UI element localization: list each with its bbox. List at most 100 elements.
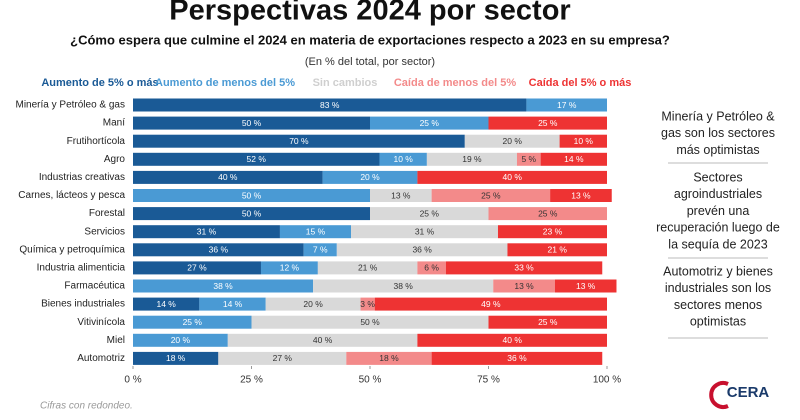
bar-segment [322,170,418,184]
value-label: 27 % [187,263,207,273]
x-tick-label: 0 % [124,375,141,386]
y-tick-label: Industrias creativas [39,172,125,183]
value-label: 50 % [242,208,262,218]
value-label: 25 % [420,118,440,128]
value-label: 20 % [360,172,380,182]
y-tick-label: Vitivinícola [77,317,125,328]
bar-segment [426,152,517,166]
bar-segment [279,225,352,239]
bar-segment [313,279,494,293]
value-label: 50 % [242,190,262,200]
legend-label: Aumento de 5% o más [41,77,158,89]
bar-segment [464,134,560,148]
value-label: 38 % [393,281,413,291]
x-tick-label: 75 % [477,375,500,386]
bar-segment [133,134,465,148]
bar-segment [133,297,200,311]
value-label: 3 % [360,299,375,309]
value-label: 10 % [574,136,594,146]
value-label: 40 % [503,172,523,182]
y-tick-label: Automotriz [77,353,125,364]
x-tick-label: 25 % [240,375,263,386]
x-tick-label: 100 % [593,375,621,386]
value-label: 21 % [358,263,378,273]
annotation: Automotriz y bienes [663,264,773,278]
bar-segment [493,279,555,293]
value-label: 18 % [166,353,186,363]
bar-segment [133,116,370,130]
y-tick-label: Minería y Petróleo & gas [16,100,126,111]
bar-segment [251,315,489,329]
bar-segment [133,243,304,257]
value-label: 12 % [280,263,300,273]
bar-segment [370,189,432,202]
bar-segment [540,152,607,166]
bar-segment [559,134,607,148]
legend-label: Caída del 5% o más [529,77,632,89]
value-label: 10 % [393,154,413,164]
bar-segment [133,261,261,275]
chart-subtitle: ¿Cómo espera que culmine el 2024 en mate… [70,32,670,47]
bar-segment [317,261,418,275]
bar-segment [417,333,607,347]
bar-segment [133,351,219,365]
value-label: 38 % [213,281,233,291]
y-tick-label: Carnes, lácteos y pesca [18,190,125,201]
y-tick-label: Agro [104,154,126,165]
x-tick-label: 50 % [359,375,382,386]
value-label: 19 % [462,154,482,164]
bar-segment [488,207,607,221]
value-label: 25 % [481,190,501,200]
annotation: optimistas [690,315,746,329]
bar-segment [133,225,280,239]
value-label: 25 % [538,118,558,128]
bar-segment [351,225,498,239]
value-label: 52 % [247,154,267,164]
bar-segment [417,261,446,275]
bar-segment [488,116,607,130]
value-label: 31 % [197,226,217,236]
annotation: recuperación luego de [656,221,780,235]
annotation: gas son los sectores [661,126,775,140]
value-label: 25 % [183,317,203,327]
bar-segment [260,261,318,275]
value-label: 40 % [503,335,523,345]
bar-segment [554,279,617,293]
bar-segment [133,333,228,347]
legend-label: Caída de menos del 5% [394,77,516,89]
y-tick-label: Servicios [84,226,125,237]
value-label: 36 % [412,245,432,255]
value-label: 14 % [156,299,176,309]
value-label: 15 % [306,226,326,236]
bar-segment [133,170,323,184]
bar-segment [550,189,612,202]
annotation: la sequía de 2023 [668,237,767,251]
chart-title: Perspectivas 2024 por sector [169,0,570,27]
bar-segment [507,243,607,257]
value-label: 49 % [481,299,501,309]
y-tick-label: Industria alimenticia [37,263,126,274]
annotation: agroindustriales [674,187,762,201]
bar-segment [526,98,607,112]
value-label: 7 % [313,245,328,255]
annotation: Sectores [693,170,742,184]
bar-segment [370,207,489,221]
bar-segment [379,152,427,166]
annotation: prevén una [687,204,750,218]
bar-segment [370,116,489,130]
bar-segment [133,315,252,329]
bar-segment [431,351,603,365]
value-label: 36 % [209,245,229,255]
axis-label: (En % del total, por sector) [305,56,435,68]
value-label: 6 % [424,263,439,273]
value-label: 25 % [538,317,558,327]
bar-segment [133,98,527,112]
value-label: 31 % [415,226,435,236]
value-label: 13 % [571,190,591,200]
y-tick-label: Forestal [89,208,125,219]
bar-segment [303,243,337,257]
value-label: 14 % [564,154,584,164]
value-label: 5 % [521,154,536,164]
value-label: 40 % [313,335,333,345]
